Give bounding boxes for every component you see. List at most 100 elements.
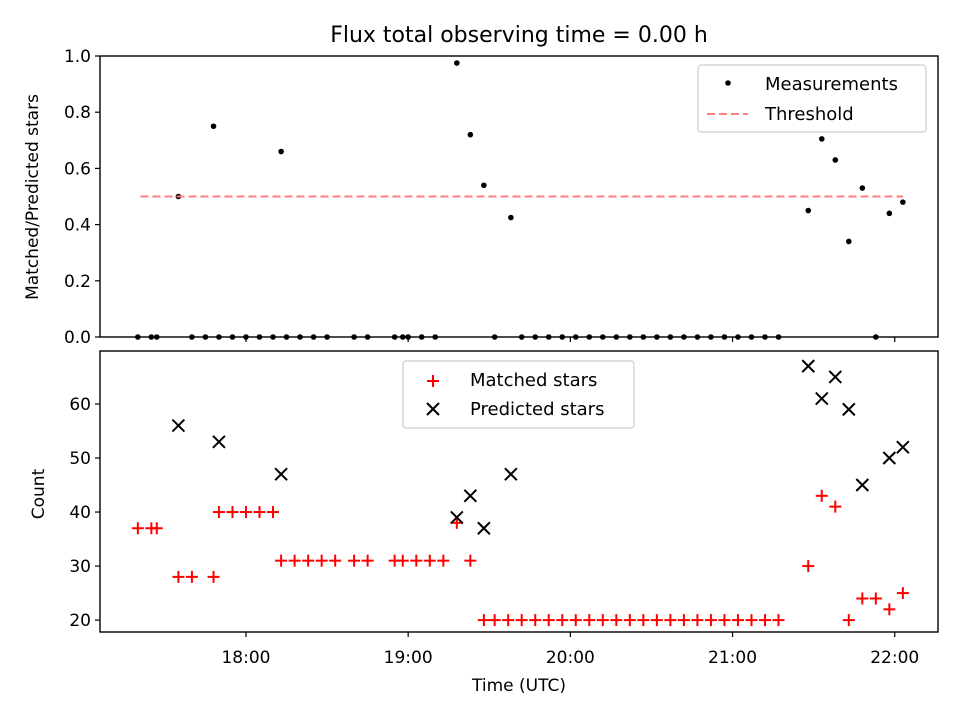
matched-star-point [423,554,436,567]
y-tick-label: 0.6 [64,159,91,179]
top-legend-frame [697,64,927,133]
legend-matched-stars-marker [427,375,439,387]
y-tick-label: 0.4 [64,216,91,236]
matched-star-point [150,522,163,535]
measurement-point [654,334,660,340]
measurement-point [762,334,768,340]
measurement-point [545,334,552,340]
predicted-star-point [274,467,288,481]
matched-star-point [172,570,185,583]
matched-star-point [396,554,409,567]
measurement-point [364,334,371,340]
measurement-point [832,157,839,163]
measurement-point [900,199,906,205]
measurement-point [324,334,330,340]
predicted-star-point [504,467,518,481]
x-tick-label: 19:00 [384,648,433,668]
measurement-point [454,60,460,66]
measurement-point [405,334,411,340]
measurement-point [775,334,782,340]
predicted-star-point [212,435,226,449]
y-tick-label: 60 [69,395,91,415]
measurement-point [216,334,222,340]
y-tick-label: 0.8 [64,103,91,123]
matched-star-point [556,614,569,627]
measurement-point [818,136,825,142]
matched-star-point [802,560,815,573]
legend-predicted-stars-label: Predicted stars [470,399,604,420]
measurement-point [627,334,633,340]
matched-star-point [226,506,239,519]
measurement-point [559,334,566,340]
x-tick-label: 20:00 [546,648,595,668]
measurement-point [467,131,474,138]
measurement-point [148,334,155,340]
bottom-y-axis-label: Count [29,468,49,519]
matched-star-point [212,506,225,519]
matched-star-point [745,614,758,627]
matched-star-point [515,614,528,627]
measurement-point [283,334,290,340]
top-legend: Measurements Threshold [697,64,927,133]
y-tick-label: 1.0 [64,47,91,67]
measurement-point [805,207,812,214]
matched-star-point [302,554,315,567]
measurement-point [873,334,879,340]
predicted-star-point [828,370,842,384]
measurement-point [681,334,687,340]
bottom-legend-frame [402,360,635,429]
measurement-point [391,334,398,340]
matched-star-point [529,614,542,627]
measurement-point [351,334,357,340]
predicted-star-point [477,521,491,535]
measurement-point [845,238,852,245]
measurement-point [508,214,514,221]
measurement-point [310,334,317,340]
matched-star-point [718,614,731,627]
matched-star-point [488,614,501,627]
y-tick-label: 30 [69,557,91,577]
predicted-star-point [896,440,910,454]
matched-star-point [275,554,288,567]
measurement-point [297,334,303,340]
predicted-star-point [463,489,478,503]
measurement-point [886,210,893,217]
measurement-point [418,334,425,340]
matched-star-point [253,506,266,519]
matched-star-point [583,614,596,627]
measurement-point [859,185,866,191]
matched-star-point [207,570,220,583]
measurement-point [135,334,141,340]
matched-star-point [829,500,842,513]
matched-star-point [239,506,252,519]
matched-star-point [410,554,423,567]
predicted-star-point [842,402,856,417]
y-tick-label: 20 [69,611,91,631]
matched-star-point [464,554,477,567]
x-tick-label: 22:00 [870,648,919,668]
measurement-point [278,148,284,155]
legend-measurements-label: Measurements [765,74,898,95]
matched-star-point [267,506,280,519]
predicted-star-point [815,391,829,406]
measurement-point [586,334,593,340]
matched-star-point [691,614,704,627]
y-tick-label: 40 [69,503,91,523]
matched-star-point [772,614,785,627]
matched-star-point [502,614,515,627]
matched-star-point [896,587,909,600]
matched-star-point [815,489,828,502]
chart-title: Flux total observing time = 0.00 h [330,23,708,48]
measurement-point [735,334,741,340]
matched-star-point [329,554,342,567]
matched-star-point [610,614,623,627]
matched-star-point [348,554,361,567]
measurement-point [640,334,647,340]
matched-star-point [315,554,328,567]
legend-measurements-marker [725,80,731,86]
predicted-star-point [882,451,897,465]
predicted-star-point [855,478,870,492]
x-tick-label: 21:00 [708,648,757,668]
matched-star-point [664,614,677,627]
